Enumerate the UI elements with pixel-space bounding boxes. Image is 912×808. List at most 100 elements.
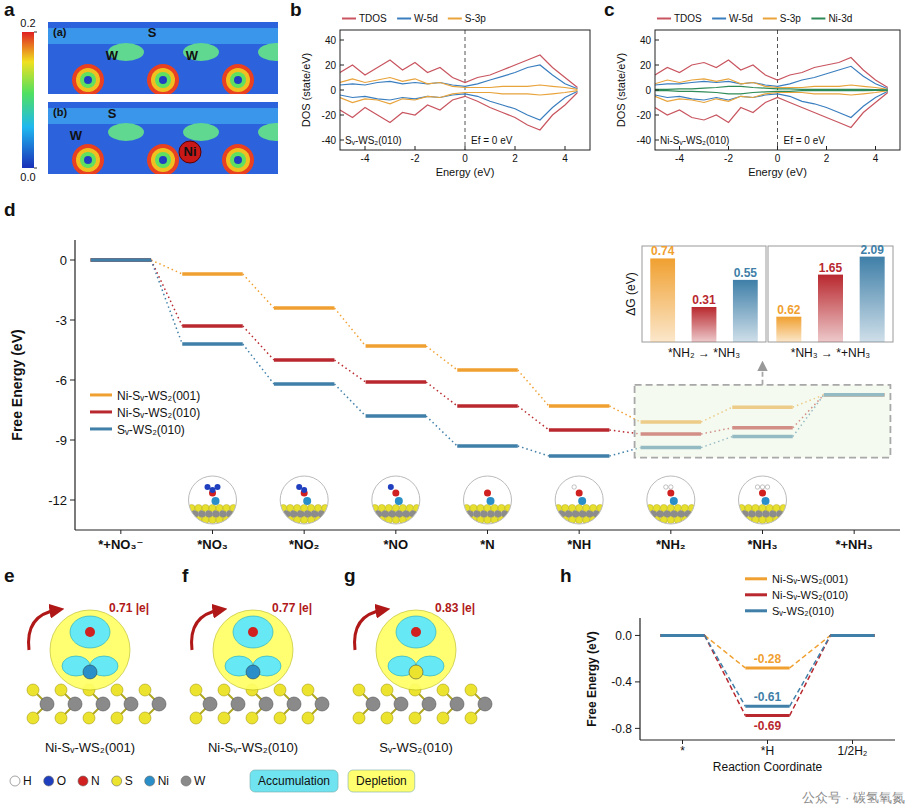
map-band (48, 28, 278, 44)
thumb-atom (551, 510, 559, 518)
y-tick (340, 65, 344, 66)
transfer-arrow (192, 610, 220, 650)
thumb-atom (731, 516, 738, 523)
w-atom (152, 697, 166, 711)
y-tick-label: 20 (640, 60, 652, 71)
energy-level (830, 634, 874, 637)
connector (151, 260, 182, 344)
thumb-atom (639, 504, 646, 511)
structure-thumb (731, 476, 798, 524)
legend-label: Ni-Sᵥ-WS₂(010) (772, 589, 848, 601)
thumb-atom (576, 490, 583, 497)
atom-legend-label: Ni (158, 774, 169, 788)
energy-level (660, 634, 704, 637)
charge-label: 0.71 |e| (109, 601, 149, 615)
dos-line (340, 91, 578, 104)
legend-swatch (90, 393, 112, 396)
panel-letter: f (182, 565, 189, 586)
panel-letter: g (344, 565, 356, 586)
w-atom (366, 697, 380, 711)
y-tick (635, 681, 640, 682)
dos-line (655, 79, 888, 90)
legend-swatch (448, 18, 462, 20)
data-label: -0.61 (754, 690, 782, 704)
bar (650, 258, 675, 342)
depletion-lobe (376, 610, 456, 690)
accumulation-lobe (233, 616, 273, 648)
bar (692, 307, 717, 342)
thumb-atom (508, 510, 516, 518)
thumb-atom (692, 510, 700, 518)
legend-label: Ni-Sᵥ-WS₂(001) (117, 389, 200, 403)
site-atom (83, 665, 97, 679)
site-atom (246, 665, 260, 679)
map-atom (76, 148, 100, 172)
map-atom (151, 68, 175, 92)
bar (776, 317, 801, 342)
thumb-atom (669, 485, 673, 489)
legend-label: W-5d (729, 13, 753, 24)
thumb-ground (372, 476, 420, 524)
density-swatch (348, 770, 415, 792)
thumb-atom (230, 516, 237, 523)
map-atom (155, 152, 171, 168)
x-tick-label: 4 (562, 153, 568, 164)
y-tick (340, 140, 344, 141)
watermark: 公众号 · 碳氢氧氮 (802, 790, 905, 805)
y-tick (70, 440, 75, 441)
thumb-atom (240, 510, 248, 518)
connector (705, 635, 746, 715)
legend-swatch (745, 577, 767, 580)
map-blob (183, 123, 219, 141)
atom-label: W (70, 128, 83, 143)
map-atom (147, 64, 179, 94)
energy-level (830, 634, 874, 637)
y-tick-label: -9 (55, 433, 67, 448)
thumb-atom (760, 485, 764, 489)
thumb-atom (296, 484, 302, 490)
thumb-atom (395, 497, 403, 505)
category-label: *NH₂ (656, 537, 686, 552)
s-atom (111, 684, 123, 696)
category-label: *NH (567, 537, 591, 552)
connector (243, 274, 274, 308)
y-tick (70, 380, 75, 381)
colorbar (22, 32, 34, 168)
legend-swatch (342, 18, 356, 20)
structure-thumb (639, 476, 706, 524)
map-atom (80, 152, 96, 168)
legend-swatch (745, 609, 767, 612)
structure-thumb (181, 476, 248, 524)
atom-legend-label: O (57, 774, 66, 788)
map-atom (226, 148, 250, 172)
energy-level (182, 342, 243, 346)
y-tick-label: -20 (322, 110, 337, 121)
data-label: 1.65 (819, 261, 843, 275)
thumb-atom (783, 510, 791, 518)
x-axis-title: Energy (eV) (748, 166, 807, 178)
density-legend-label: Accumulation (258, 774, 330, 788)
legend-swatch (90, 410, 112, 413)
map-atom (234, 76, 242, 84)
dos-line (655, 90, 888, 94)
s-atom (83, 712, 95, 724)
caption: Ni-Sᵥ-WS₂(001) (45, 740, 135, 755)
s-atom (437, 684, 449, 696)
thumb-atom (734, 510, 742, 518)
s-atom (27, 712, 39, 724)
s-atom (246, 712, 258, 724)
y-tick-label: 0 (330, 85, 336, 96)
thumb-atom (329, 504, 336, 511)
thumb-atom (639, 516, 646, 523)
map-blob (258, 43, 278, 61)
legend-label: S-3p (465, 13, 487, 24)
thumb-atom (280, 516, 287, 523)
thumb-atom (215, 484, 221, 490)
thumb-atom (738, 516, 745, 523)
y-tick-label: -3 (55, 313, 67, 328)
y-tick (70, 260, 75, 261)
thumb-frame (280, 476, 328, 524)
category-label: *NH₃ (748, 537, 778, 552)
thumb-atom (515, 510, 523, 518)
atom-swatch (145, 776, 155, 786)
